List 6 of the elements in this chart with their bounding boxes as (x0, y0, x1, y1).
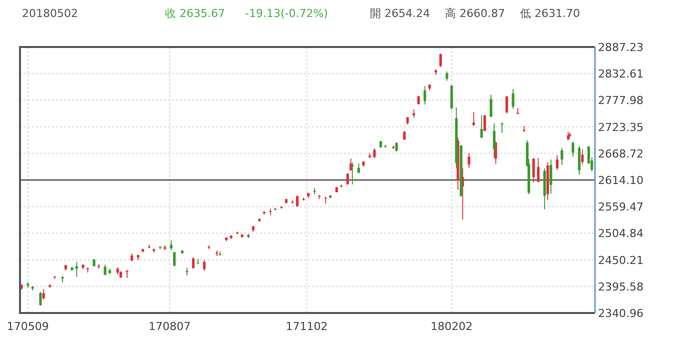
annotation: -19.13(-0.72%) (245, 7, 328, 20)
annotation: 開 2654.24 (370, 7, 430, 20)
annotation: 收 2635.67 (165, 7, 225, 20)
annotation: 低 2631.70 (520, 7, 580, 20)
annotation: 高 2660.87 (445, 7, 505, 20)
title: 20180502 (22, 7, 78, 20)
